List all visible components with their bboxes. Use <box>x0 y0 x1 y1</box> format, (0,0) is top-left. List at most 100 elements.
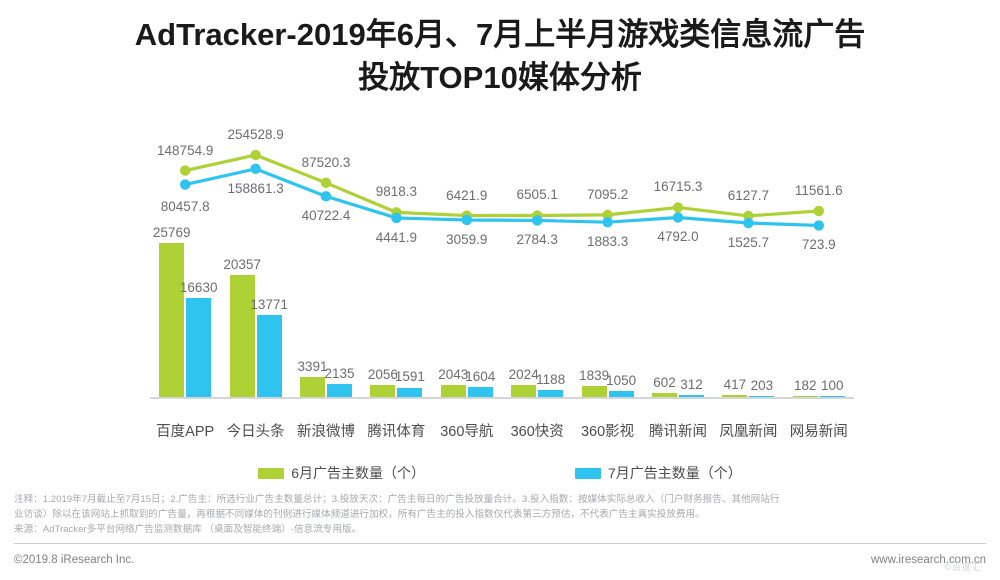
x-axis-label-1: 今日头条 <box>226 424 285 440</box>
bar-june-9 <box>792 395 818 397</box>
bar-label-june-4: 2043 <box>438 366 469 382</box>
bar-july-7 <box>679 395 704 397</box>
bar-june-7 <box>652 393 677 397</box>
bar-label-july-8: 203 <box>750 377 774 393</box>
bar-label-july-2: 2135 <box>324 366 355 382</box>
line-point-june-8 <box>743 210 754 222</box>
bar-june-5 <box>511 384 537 397</box>
line-label-july-0: 80457.8 <box>160 198 210 214</box>
bar-july-4 <box>467 387 493 397</box>
line-label-june-3: 9818.3 <box>375 184 418 200</box>
copyright-text: ©2019.8 iResearch Inc. <box>14 554 135 566</box>
bar-june-3 <box>370 384 396 397</box>
bar-label-july-1: 13771 <box>250 296 288 312</box>
line-point-june-7 <box>672 202 684 213</box>
bar-label-june-0: 25769 <box>152 225 191 240</box>
line-point-july-4 <box>461 214 472 226</box>
line-label-june-1: 254528.9 <box>227 127 284 142</box>
bar-july-3 <box>397 387 423 397</box>
line-label-june-6: 7095.2 <box>586 186 629 202</box>
line-series-layer <box>180 149 824 231</box>
bar-label-june-9: 182 <box>794 377 817 393</box>
line-label-july-7: 4792.0 <box>657 229 699 245</box>
bar-label-june-5: 2024 <box>508 366 539 382</box>
line-label-june-2: 87520.3 <box>301 154 351 170</box>
line-point-july-9 <box>813 220 824 231</box>
line-path-july <box>183 167 821 228</box>
website-url[interactable]: www.iresearch.com.cn <box>870 554 986 566</box>
bar-label-june-1: 20357 <box>223 257 261 273</box>
line-label-july-3: 4441.9 <box>375 229 418 245</box>
bar-label-june-7: 602 <box>653 375 676 391</box>
bar-july-1 <box>256 314 282 397</box>
legend-label-july: 7月广告主数量（个） <box>608 465 742 481</box>
line-point-june-2 <box>320 177 332 189</box>
bar-label-july-3: 1591 <box>394 369 425 385</box>
line-label-july-2: 40722.4 <box>301 208 351 224</box>
line-point-july-5 <box>532 215 543 226</box>
line-label-june-7: 16715.3 <box>653 179 703 195</box>
bar-july-9 <box>819 395 845 397</box>
title-line-1: AdTracker-2019年6月、7月上半月游戏类信息流广告 <box>134 17 866 52</box>
footer: ©2019.8 iResearch Inc. www.iresearch.com… <box>14 550 986 570</box>
bar-label-july-4: 1604 <box>465 369 496 385</box>
x-axis-label-9: 网易新闻 <box>789 424 848 440</box>
bar-label-june-6: 1839 <box>579 368 610 383</box>
title-line-2: 投放TOP10媒体分析 <box>358 59 642 95</box>
line-point-july-6 <box>602 216 613 228</box>
line-point-july-8 <box>743 217 754 229</box>
x-axis-label-7: 腾讯新闻 <box>649 424 707 440</box>
bar-label-june-3: 2056 <box>367 366 398 382</box>
bar-june-6 <box>581 386 607 397</box>
x-axis-label-8: 凤凰新闻 <box>719 424 778 440</box>
x-axis-label-4: 360导航 <box>440 424 494 440</box>
bar-july-0 <box>186 297 212 397</box>
chart-canvas: 148754.9 80457.8 254528.9 158861.3 87520.3 40… <box>0 110 1000 420</box>
bar-label-june-8: 417 <box>723 376 747 392</box>
watermark: ©百度汇 <box>944 562 982 572</box>
bar-july-2 <box>327 384 352 397</box>
line-point-june-0 <box>180 165 191 176</box>
footnote-line-2: 业访谈）除以在该网站上抓取到的广告量，再根据不同媒体的刊例进行媒体频道进行加权，… <box>14 509 705 521</box>
bar-june-0 <box>159 243 185 397</box>
line-point-july-2 <box>320 191 332 202</box>
footnote-line-1: 注释：1.2019年7月截止至7月15日；2.广告主：所选行业广告主数量总计；3… <box>14 494 780 505</box>
bar-label-july-0: 16630 <box>179 279 218 295</box>
bar-july-8 <box>749 395 775 397</box>
x-axis-label-3: 腾讯体育 <box>367 424 426 440</box>
line-label-june-0: 148754.9 <box>157 142 214 158</box>
line-point-june-1 <box>250 149 261 161</box>
x-axis-label-6: 360影视 <box>580 424 635 440</box>
line-label-july-4: 3059.9 <box>446 231 488 247</box>
bar-series-layer <box>150 120 854 397</box>
legend-item-july[interactable]: 7月广告主数量（个） <box>575 463 742 483</box>
page-title: AdTracker-2019年6月、7月上半月游戏类信息流广告 投放TOP10媒… <box>0 14 1000 100</box>
line-point-june-6 <box>602 209 613 221</box>
line-label-june-5: 6505.1 <box>516 187 558 203</box>
line-point-july-1 <box>250 163 261 175</box>
x-axis-categories: 百度APP 今日头条 新浪微博 腾讯体育 360导航 360快资 360影视 腾讯新闻 凤凰新闻… <box>150 420 854 442</box>
line-label-july-6: 1883.3 <box>586 234 629 250</box>
bar-label-july-9: 100 <box>821 377 844 393</box>
legend-item-june[interactable]: 6月广告主数量（个） <box>258 463 425 483</box>
footer-divider <box>14 543 986 544</box>
x-axis-line <box>150 397 854 399</box>
line-path-june <box>183 153 821 218</box>
x-axis-label-5: 360快资 <box>510 424 564 440</box>
line-point-july-0 <box>180 179 191 190</box>
line-point-june-9 <box>813 205 824 217</box>
legend-swatch-blue-icon <box>575 467 601 479</box>
bar-june-2 <box>300 376 325 397</box>
bar-label-july-5: 1188 <box>536 371 566 387</box>
bar-june-8 <box>722 394 748 397</box>
line-points-july <box>180 163 824 231</box>
legend-swatch-green-icon <box>258 467 285 479</box>
line-label-july-1: 158861.3 <box>227 180 284 196</box>
x-axis-label-0: 百度APP <box>156 424 215 440</box>
line-label-july-9: 723.9 <box>801 237 836 253</box>
footnote-source: 来源：AdTracker多平台网络广告监测数据库 （桌面及智能终端）-信息流专用… <box>14 524 362 536</box>
legend-label-june: 6月广告主数量（个） <box>291 465 425 481</box>
line-point-july-7 <box>672 212 684 223</box>
bar-june-1 <box>229 275 255 397</box>
